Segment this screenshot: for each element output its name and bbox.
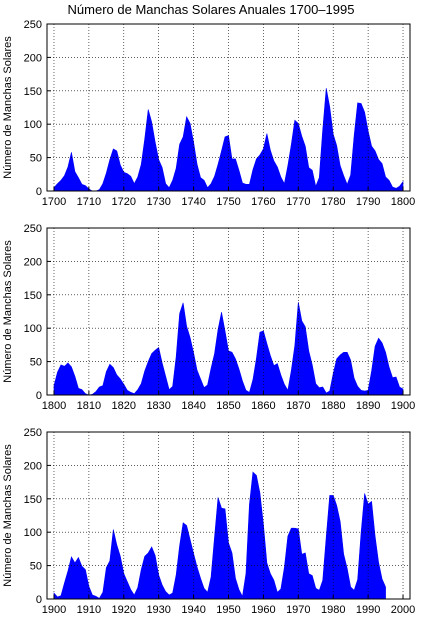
plot-frame — [46, 23, 411, 192]
y-tick-label: 250 — [24, 427, 42, 439]
x-tick-label: 1890 — [356, 400, 380, 412]
x-tick-label: 1770 — [286, 196, 310, 208]
y-tick-label: 50 — [30, 561, 42, 573]
y-tick-label: 200 — [24, 460, 42, 472]
x-tick-label: 1930 — [146, 604, 170, 616]
y-tick-label: 200 — [24, 52, 42, 64]
x-tick-label: 1740 — [181, 196, 205, 208]
y-axis-label: Número de Manchas Solares — [2, 240, 14, 383]
x-tick-label: 1730 — [146, 196, 170, 208]
x-tick-label: 1980 — [321, 604, 345, 616]
sunspot-panel-1900-2000: 1900 1910 1920 1930 1940 1950 1960 1970 1980 1990… — [2, 427, 415, 616]
x-tick-label: 1850 — [216, 400, 240, 412]
y-tick-label: 150 — [24, 86, 42, 98]
x-tick-label: 1830 — [146, 400, 170, 412]
y-tick-label: 100 — [24, 323, 42, 335]
x-tick-label: 1920 — [112, 604, 136, 616]
x-tick-label: 1990 — [356, 604, 380, 616]
y-tick-label: 50 — [30, 153, 42, 165]
x-tick-label: 1950 — [216, 604, 240, 616]
y-tick-label: 200 — [24, 256, 42, 268]
y-tick-label: 150 — [24, 290, 42, 302]
x-tick-label: 1790 — [356, 196, 380, 208]
y-tick-label: 100 — [24, 527, 42, 539]
x-tick-label: 1750 — [216, 196, 240, 208]
x-tick-label: 1780 — [321, 196, 345, 208]
x-tick-label: 1910 — [77, 604, 101, 616]
x-tick-label: 1940 — [181, 604, 205, 616]
y-tick-label: 250 — [24, 223, 42, 235]
x-tick-label: 1710 — [77, 196, 101, 208]
x-tick-label: 1870 — [286, 400, 310, 412]
x-tick-label: 1840 — [181, 400, 205, 412]
x-tick-label: 1970 — [286, 604, 310, 616]
plot-frame — [46, 431, 411, 600]
x-tick-label: 1860 — [251, 400, 275, 412]
y-tick-label: 250 — [24, 19, 42, 31]
y-tick-label: 0 — [36, 594, 42, 606]
x-tick-label: 1760 — [251, 196, 275, 208]
x-tick-label: 1810 — [77, 400, 101, 412]
y-axis-label: Número de Manchas Solares — [2, 36, 14, 179]
x-tick-label: 1800 — [391, 196, 415, 208]
x-tick-label: 2000 — [391, 604, 415, 616]
y-tick-label: 150 — [24, 494, 42, 506]
sunspot-area-series — [53, 302, 404, 396]
x-tick-label: 1820 — [112, 400, 136, 412]
chart-title: Número de Manchas Solares Anuales 1700–1… — [67, 2, 355, 17]
x-tick-label: 1800 — [42, 400, 66, 412]
y-tick-label: 100 — [24, 119, 42, 131]
y-tick-label: 50 — [30, 357, 42, 369]
plot-frame — [46, 227, 411, 396]
x-tick-label: 1960 — [251, 604, 275, 616]
sunspot-panel-1700-1800: 1700 1710 1720 1730 1740 1750 1760 1770 1780 1790… — [2, 19, 415, 208]
x-tick-label: 1900 — [42, 604, 66, 616]
x-tick-label: 1720 — [112, 196, 136, 208]
x-tick-label: 1700 — [42, 196, 66, 208]
sunspot-panel-1800-1900: 1800 1810 1820 1830 1840 1850 1860 1870 1880 1890… — [2, 223, 415, 412]
y-tick-label: 0 — [36, 186, 42, 198]
y-axis-label: Número de Manchas Solares — [2, 444, 14, 587]
x-tick-label: 1900 — [391, 400, 415, 412]
y-tick-label: 0 — [36, 390, 42, 402]
x-tick-label: 1880 — [321, 400, 345, 412]
